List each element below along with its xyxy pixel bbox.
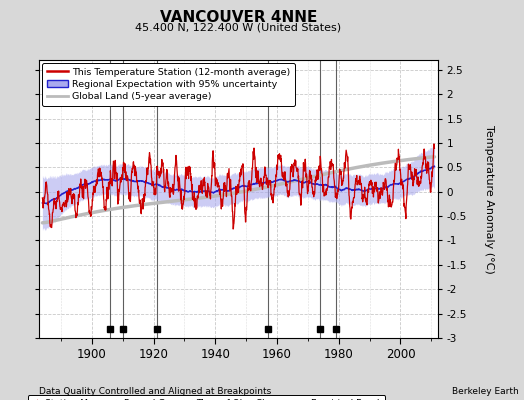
Text: VANCOUVER 4NNE: VANCOUVER 4NNE bbox=[160, 10, 317, 25]
Text: Data Quality Controlled and Aligned at Breakpoints: Data Quality Controlled and Aligned at B… bbox=[39, 387, 271, 396]
Legend: Station Move, Record Gap, Time of Obs. Change, Empirical Break: Station Move, Record Gap, Time of Obs. C… bbox=[28, 395, 386, 400]
Text: Berkeley Earth: Berkeley Earth bbox=[452, 387, 519, 396]
Y-axis label: Temperature Anomaly (°C): Temperature Anomaly (°C) bbox=[484, 125, 494, 273]
Text: 45.400 N, 122.400 W (United States): 45.400 N, 122.400 W (United States) bbox=[135, 22, 342, 32]
